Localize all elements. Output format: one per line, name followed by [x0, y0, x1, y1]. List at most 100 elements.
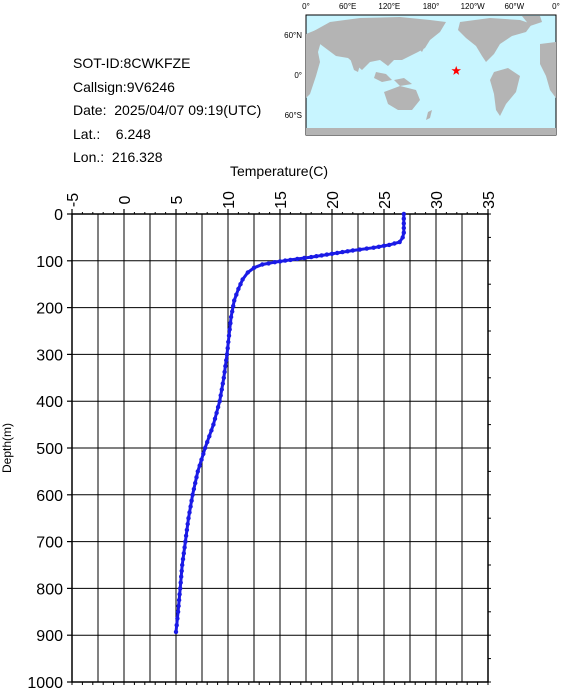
profile-point — [227, 327, 232, 332]
profile-point — [219, 387, 224, 392]
profile-point — [266, 261, 271, 266]
profile-point — [236, 286, 241, 292]
map-lon-label: 60°W — [505, 2, 525, 11]
profile-point — [288, 257, 293, 263]
profile-point — [240, 277, 245, 282]
profile-point — [230, 309, 235, 314]
y-tick-label: 700 — [36, 535, 63, 552]
y-tick-label: 1000 — [27, 675, 63, 690]
x-tick-label: 5 — [169, 195, 186, 204]
profile-point — [260, 262, 265, 267]
profile-point — [211, 422, 216, 427]
profile-point — [179, 568, 184, 574]
profile-point — [226, 333, 232, 338]
profile-point — [197, 463, 202, 468]
profile-point — [309, 254, 314, 260]
profile-point — [340, 249, 345, 255]
profile-point — [173, 629, 179, 635]
profile-point — [181, 551, 186, 556]
profile-point — [220, 381, 225, 386]
map-lon-label: 120°W — [461, 2, 486, 11]
profile-point — [187, 510, 192, 515]
profile-point — [217, 399, 222, 404]
profile-point — [283, 258, 288, 263]
y-axis-title: Depth(m) — [0, 423, 14, 473]
y-tick-label: 800 — [36, 581, 63, 598]
profile-point — [205, 439, 210, 445]
profile-point — [207, 434, 212, 439]
profile-point — [178, 586, 183, 591]
profile-point — [319, 253, 324, 258]
x-axis-title: Temperature(C) — [230, 163, 328, 179]
profile-point — [277, 259, 283, 264]
profile-point — [214, 410, 219, 416]
profile-point — [180, 562, 185, 568]
profile-point — [401, 225, 406, 231]
map-lon-label: 180° — [423, 2, 440, 11]
sot-id-label: SOT-ID:8CWKFZE — [73, 55, 191, 71]
map-land — [306, 16, 556, 135]
profile-point — [201, 451, 206, 457]
profile-point — [302, 255, 307, 261]
chart-grid — [72, 214, 488, 682]
profile-point — [193, 480, 198, 486]
profile-point — [364, 246, 369, 251]
profile-point — [212, 416, 218, 421]
profile-point — [215, 404, 221, 410]
y-tick-label: 900 — [36, 628, 63, 645]
profile-point — [175, 609, 181, 614]
profile-point — [221, 375, 226, 380]
callsign-label: Callsign:9V6246 — [73, 78, 175, 95]
x-tick-label: 20 — [325, 191, 342, 209]
profile-point — [223, 363, 228, 369]
profile-point — [183, 533, 189, 538]
profile-point — [350, 248, 355, 253]
profile-point — [174, 623, 179, 628]
profile-point — [228, 314, 234, 320]
y-tick-label: 500 — [36, 441, 63, 458]
profile-point — [195, 469, 200, 474]
profile-point — [202, 445, 208, 451]
profile-point — [401, 230, 406, 235]
profile-point — [226, 339, 231, 345]
longitude-label: Lon.: 216.328 — [73, 149, 163, 165]
profile-point — [272, 260, 277, 265]
profile-point — [335, 250, 340, 256]
x-tick-label: 35 — [481, 191, 498, 209]
profile-point — [218, 393, 223, 398]
profile-point — [188, 504, 193, 509]
profile-point — [234, 292, 239, 297]
map-lon-label: 0° — [552, 2, 560, 11]
profile-point — [387, 242, 392, 248]
y-tick-label: 600 — [36, 488, 63, 505]
map-lon-label: 120°E — [378, 2, 400, 11]
profile-point — [401, 211, 406, 217]
profile-point — [357, 247, 362, 252]
profile-point — [251, 265, 257, 270]
location-map: 0° 60°E 120°E 180° 120°W 60°W 0° 60°N 0° 60°S — [284, 2, 560, 136]
profile-point — [400, 235, 405, 240]
profile-point — [314, 254, 319, 259]
float-info-panel: SOT-ID:8CWKFZE Callsign:9V6246 Date: 202… — [73, 52, 261, 170]
profile-point — [397, 239, 402, 245]
profile-point — [324, 252, 329, 257]
profile-point — [228, 321, 233, 326]
x-tick-label: -5 — [65, 193, 82, 207]
profile-point — [381, 243, 387, 248]
profile-point — [225, 346, 230, 351]
profile-point — [401, 221, 406, 226]
profile-point — [371, 245, 376, 250]
profile-point — [345, 249, 350, 254]
map-lat-label: 0° — [294, 71, 302, 80]
map-lon-label: 0° — [302, 2, 310, 11]
profile-point — [194, 475, 199, 480]
y-tick-label: 400 — [36, 394, 63, 411]
x-tick-label: 0 — [117, 195, 134, 204]
profile-line — [174, 214, 406, 633]
profile-point — [182, 545, 187, 550]
x-tick-label: 30 — [429, 191, 446, 209]
profile-point — [176, 597, 182, 603]
plot-frame — [71, 213, 489, 683]
profile-point — [224, 358, 229, 363]
latitude-label: Lat.: 6.248 — [73, 125, 151, 142]
